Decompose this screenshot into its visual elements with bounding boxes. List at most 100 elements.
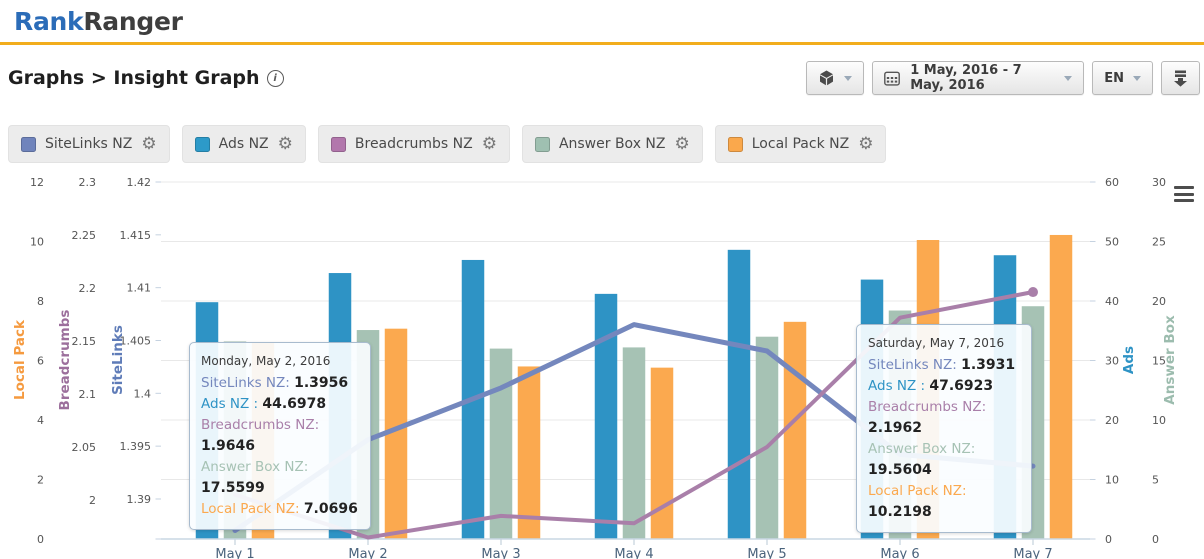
axis-tick-label: 0: [1105, 533, 1112, 546]
local-pack-bar[interactable]: [1049, 234, 1073, 540]
axis-tick-label: 1.42: [127, 176, 152, 189]
axis-tick-label: 40: [1105, 295, 1119, 308]
axis-tick-label: 5: [1152, 474, 1159, 487]
series-color-swatch: [194, 136, 210, 152]
date-range-value: 1 May, 2016 - 7 May, 2016: [910, 63, 1022, 93]
tooltip-series-label: SiteLinks NZ:: [201, 375, 295, 391]
legend-chip-label: Breadcrumbs NZ: [354, 136, 473, 152]
axis-tick-label: 1.415: [120, 229, 152, 242]
axis-tick-label: 10: [30, 236, 44, 249]
tooltip-date: Monday, May 2, 2016: [201, 354, 331, 368]
tooltip-series-label: Local Pack NZ:: [868, 483, 967, 499]
calendar-icon: [884, 71, 901, 86]
tooltip-date: Saturday, May 7, 2016: [868, 336, 1005, 350]
tooltip-series-label: Answer Box NZ:: [868, 441, 976, 457]
date-range-button[interactable]: 1 May, 2016 - 7 May, 2016: [872, 61, 1085, 95]
axis-tick-label: 6: [37, 355, 44, 368]
axis-tick-label: 20: [1152, 295, 1166, 308]
local-pack-bar[interactable]: [783, 321, 807, 539]
tooltip-series-label: Ads NZ :: [201, 396, 263, 412]
axis-tick-label: 15: [1152, 355, 1166, 368]
x-axis-label: May 4: [614, 547, 653, 559]
ads-bar[interactable]: [594, 293, 618, 539]
gear-icon[interactable]: ⚙: [481, 133, 497, 154]
tooltip-row: Answer Box NZ: 19.5604: [868, 439, 1020, 481]
breadcrumb-wrap: Graphs > Insight Graph: [8, 67, 284, 89]
chevron-down-icon: [1064, 75, 1073, 81]
answer-box-bar[interactable]: [755, 336, 779, 539]
axis-tick-label: 1.4: [134, 387, 152, 400]
tooltip-may-7: Saturday, May 7, 2016 SiteLinks NZ: 1.39…: [856, 324, 1032, 533]
tooltip-row: SiteLinks NZ: 1.3956: [201, 373, 359, 394]
local-pack-bar[interactable]: [650, 367, 674, 539]
series-color-swatch: [330, 136, 346, 152]
ads-bar[interactable]: [727, 249, 751, 539]
series-color-swatch: [727, 136, 743, 152]
axis-tick-label: 0: [1152, 533, 1159, 546]
legend-chip-label: Ads NZ: [218, 136, 269, 152]
tooltip-row: Ads NZ : 44.6978: [201, 394, 359, 415]
package-menu-button[interactable]: [806, 61, 865, 95]
gear-icon[interactable]: ⚙: [141, 133, 157, 154]
axis-tick-label: 10: [1152, 414, 1166, 427]
gear-icon[interactable]: ⚙: [858, 133, 874, 154]
axis-tick-label: 2: [37, 474, 44, 487]
gear-icon[interactable]: ⚙: [674, 133, 690, 154]
tooltip-series-label: Breadcrumbs NZ:: [201, 417, 320, 433]
legend-chip-label: Answer Box NZ: [558, 136, 666, 152]
axis-tick-label: 2.15: [72, 335, 97, 348]
logo-rank: Rank: [14, 6, 84, 36]
tooltip-row: Breadcrumbs NZ: 1.9646: [201, 415, 359, 457]
language-button[interactable]: EN: [1092, 61, 1153, 95]
axis-tick-label: 50: [1105, 236, 1119, 249]
axis-tick-label: 2.3: [79, 176, 97, 189]
axis-tick-label: 4: [37, 414, 44, 427]
toolbar-buttons: 1 May, 2016 - 7 May, 2016 EN: [806, 61, 1200, 95]
rankranger-logo[interactable]: RankRanger: [14, 7, 183, 36]
legend-chip: Local Pack NZ ⚙: [714, 125, 887, 163]
axis-tick-label: 60: [1105, 176, 1119, 189]
tooltip-row: Answer Box NZ: 17.5599: [201, 457, 359, 499]
axis-tick-label: 0: [37, 533, 44, 546]
axis-tick-label: 1.405: [120, 334, 152, 347]
axis-title-ads: Ads: [1121, 346, 1137, 374]
x-axis-label: May 7: [1013, 547, 1052, 559]
local-pack-bar[interactable]: [384, 328, 408, 539]
axis-tick-label: 1.395: [120, 440, 152, 453]
tooltip-row: Breadcrumbs NZ: 2.1962: [868, 397, 1020, 439]
legend-chip: Ads NZ ⚙: [181, 125, 306, 163]
tooltip-series-value: 19.5604: [868, 462, 932, 478]
x-axis-label: May 6: [880, 547, 919, 559]
gear-icon[interactable]: ⚙: [277, 133, 293, 154]
logo-ranger: Ranger: [83, 6, 183, 36]
tooltip-series-label: Answer Box NZ:: [201, 459, 309, 475]
info-icon[interactable]: [266, 69, 284, 87]
answer-box-bar[interactable]: [622, 347, 646, 539]
tooltip-row: Ads NZ : 47.6923: [868, 376, 1020, 397]
legend-chips-row: SiteLinks NZ ⚙ Ads NZ ⚙ Breadcrumbs NZ ⚙ Answe…: [8, 125, 887, 163]
legend-chip: Breadcrumbs NZ ⚙: [317, 125, 510, 163]
answer-box-bar[interactable]: [489, 348, 513, 539]
breadcrumbs-end-marker[interactable]: [1028, 287, 1038, 298]
chart-context-menu-button[interactable]: [1174, 186, 1194, 202]
download-button[interactable]: [1161, 61, 1200, 95]
tooltip-series-label: Local Pack NZ:: [201, 501, 304, 517]
tooltip-series-value: 1.9646: [201, 438, 256, 454]
tooltip-row: Local Pack NZ: 10.2198: [868, 481, 1020, 523]
hamburger-icon: [1174, 192, 1194, 196]
tooltip-series-value: 1.3931: [961, 357, 1016, 373]
axis-tick-label: 12: [30, 176, 44, 189]
hamburger-icon: [1174, 199, 1194, 202]
axis-title-sitelinks: SiteLinks: [110, 325, 126, 395]
tooltip-series-value: 47.6923: [929, 378, 994, 394]
legend-chip-label: SiteLinks NZ: [45, 136, 133, 152]
breadcrumbs-line[interactable]: [233, 290, 1035, 540]
local-pack-bar[interactable]: [517, 366, 541, 539]
legend-chip-label: Local Pack NZ: [751, 136, 850, 152]
axis-tick-label: 25: [1152, 236, 1166, 249]
chevron-down-icon: [1133, 75, 1141, 81]
x-axis-label: May 1: [215, 547, 254, 559]
x-axis-label: May 5: [747, 547, 786, 559]
tooltip-series-label: SiteLinks NZ:: [868, 357, 962, 373]
